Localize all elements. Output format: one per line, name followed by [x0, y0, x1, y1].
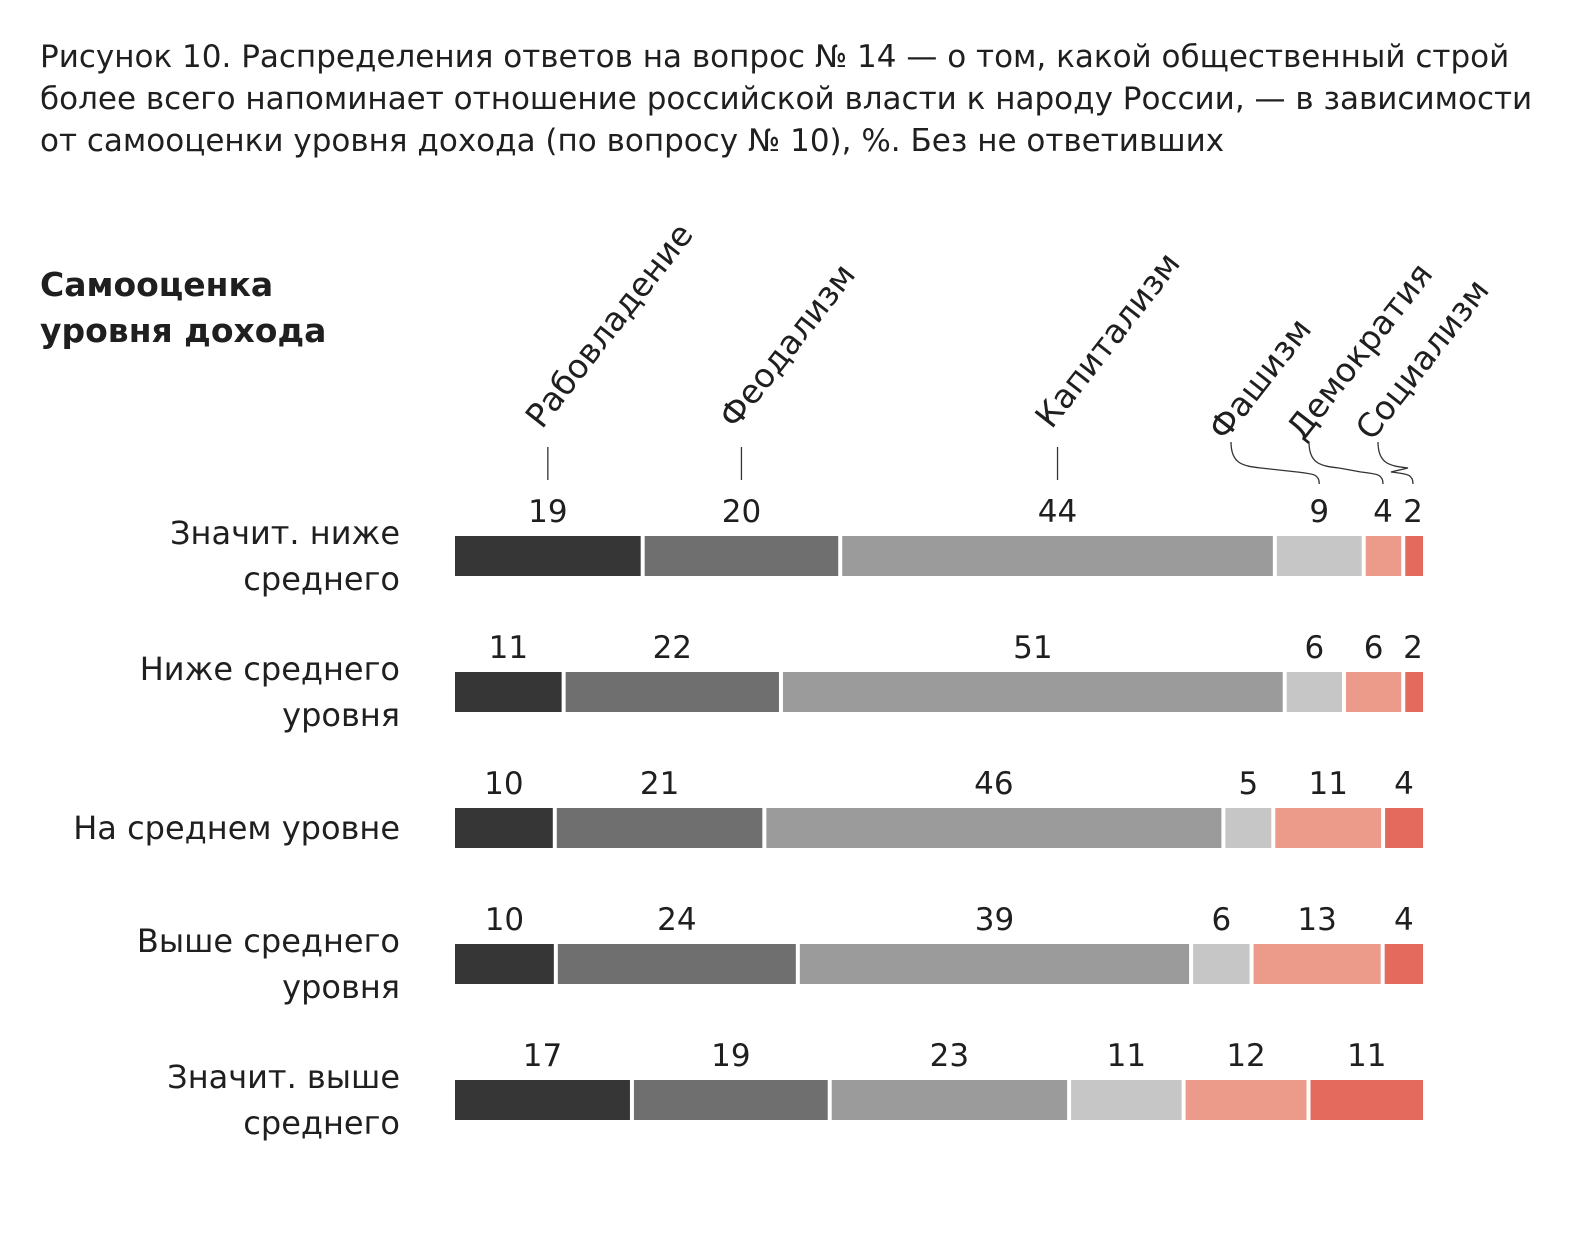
- value-label: 4: [1373, 494, 1393, 530]
- bar-segment: [1385, 808, 1423, 848]
- legend-label: Рабовладение: [517, 216, 700, 435]
- bar-segment: [1071, 1080, 1182, 1120]
- value-label: 19: [528, 494, 567, 530]
- value-label: 11: [1308, 766, 1347, 802]
- legend-leader-line: [1230, 441, 1320, 485]
- bar-segment: [831, 1080, 1068, 1120]
- value-label: 21: [640, 766, 679, 802]
- value-label: 51: [1013, 630, 1052, 666]
- legend-leader-line: [1308, 441, 1384, 485]
- bar-segment: [455, 808, 553, 848]
- bar-segment: [1365, 536, 1402, 576]
- bar-segment: [1310, 1080, 1423, 1120]
- row-axis-title: Самооценка уровня дохода: [40, 265, 326, 350]
- legend-item: Социализм: [1348, 271, 1497, 485]
- value-label: 5: [1238, 766, 1258, 802]
- bar-segment: [1225, 808, 1272, 848]
- bar-segment: [1276, 536, 1362, 576]
- bar-row: Выше среднего уровня 10 24 39 6 13 4: [137, 902, 1423, 1006]
- legend-item: Капитализм: [1027, 245, 1188, 480]
- value-label: 17: [523, 1038, 562, 1074]
- value-label: 6: [1304, 630, 1324, 666]
- value-label: 9: [1309, 494, 1329, 530]
- value-label: 2: [1403, 494, 1423, 530]
- bar-segment: [1405, 536, 1423, 576]
- bar-row: Значит. ниже среднего 19 20 44 9 4 2: [170, 494, 1423, 598]
- bar-segment: [766, 808, 1222, 848]
- bar-segment: [1193, 944, 1250, 984]
- value-label: 19: [711, 1038, 750, 1074]
- value-label: 10: [484, 766, 523, 802]
- legend-leader-line: [1377, 441, 1414, 485]
- category-label: Выше среднего уровня: [137, 922, 400, 1006]
- bar-segment: [799, 944, 1190, 984]
- bar-segment: [1345, 672, 1402, 712]
- row-axis-title-line: уровня дохода: [40, 311, 326, 350]
- series-legend: Рабовладение Феодализм Капитализм ФашизмДем…: [517, 216, 1497, 485]
- bar-segment: [455, 672, 562, 712]
- value-label: 4: [1394, 766, 1414, 802]
- category-label: На среднем уровне: [73, 809, 400, 847]
- legend-label: Феодализм: [711, 256, 863, 435]
- value-label: 39: [975, 902, 1014, 938]
- value-label: 11: [1347, 1038, 1386, 1074]
- value-label: 44: [1038, 494, 1077, 530]
- bar-segment: [565, 672, 779, 712]
- value-label: 6: [1364, 630, 1384, 666]
- bar-segment: [1286, 672, 1342, 712]
- value-label: 13: [1297, 902, 1336, 938]
- value-label: 11: [1107, 1038, 1146, 1074]
- bar-row: На среднем уровне 10 21 46 5 11 4: [73, 766, 1423, 848]
- value-label: 24: [657, 902, 696, 938]
- figure-caption: Рисунок 10. Распределения ответов на воп…: [40, 39, 1533, 159]
- bar-segment: [1384, 944, 1423, 984]
- value-label: 2: [1403, 630, 1423, 666]
- bar-segment: [782, 672, 1283, 712]
- bar-segment: [1185, 1080, 1307, 1120]
- value-label: 46: [974, 766, 1013, 802]
- category-label: Значит. выше среднего: [167, 1058, 400, 1142]
- bar-segment: [644, 536, 839, 576]
- bar-segment: [1275, 808, 1382, 848]
- value-label: 11: [489, 630, 528, 666]
- bar-segment: [1253, 944, 1381, 984]
- value-label: 4: [1394, 902, 1414, 938]
- bar-segment: [1405, 672, 1423, 712]
- category-label: Значит. ниже среднего: [170, 514, 400, 598]
- bar-segment: [455, 536, 641, 576]
- legend-item: Рабовладение: [517, 216, 701, 480]
- bar-segment: [633, 1080, 828, 1120]
- value-label: 10: [485, 902, 524, 938]
- value-label: 22: [653, 630, 692, 666]
- bar-segment: [455, 1080, 630, 1120]
- bar-row: Значит. выше среднего 17 19 23 11 12 11: [167, 1038, 1423, 1142]
- legend-item: Феодализм: [711, 256, 863, 480]
- value-label: 20: [722, 494, 761, 530]
- bar-segment: [556, 808, 763, 848]
- bar-segment: [455, 944, 554, 984]
- value-label: 23: [930, 1038, 969, 1074]
- row-axis-title-line: Самооценка: [40, 265, 273, 304]
- category-label: Ниже среднего уровня: [140, 650, 400, 734]
- value-label: 6: [1211, 902, 1231, 938]
- bar-segment: [842, 536, 1273, 576]
- legend-label: Капитализм: [1027, 245, 1188, 435]
- bar-segment: [557, 944, 796, 984]
- value-label: 12: [1226, 1038, 1265, 1074]
